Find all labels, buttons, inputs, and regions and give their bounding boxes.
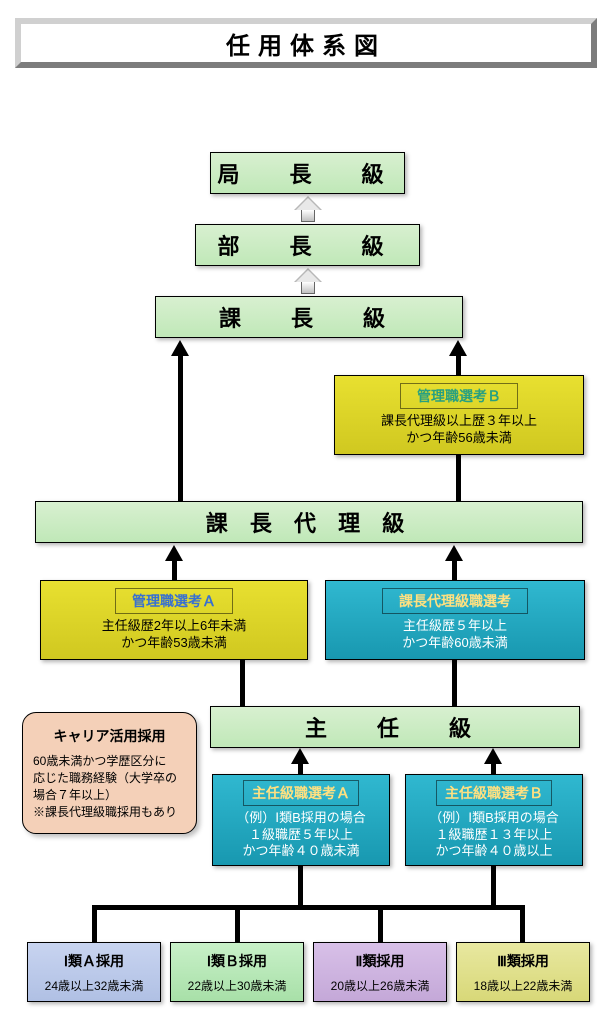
page-title: 任用体系図 xyxy=(15,18,597,68)
arrow-depexam-to-deputy-head xyxy=(445,545,463,561)
level-section: 課 長 級 xyxy=(155,296,463,338)
level-section-label: 課 長 級 xyxy=(219,301,399,333)
entry-1b-text: 22歳以上30歳未満 xyxy=(188,977,287,994)
bracket-drop-3 xyxy=(378,905,383,942)
arrow-section-to-dept xyxy=(294,268,322,294)
entry-1a-title: Ⅰ類Ａ採用 xyxy=(64,951,124,971)
bracket-horizontal xyxy=(92,905,524,910)
career-title: キャリア活用採用 xyxy=(54,726,166,746)
exam-chief-b: 主任級職選考Ｂ （例）Ⅰ類B採用の場合 １級職歴１３年以上 かつ年齢４０歳以上 xyxy=(405,774,583,866)
bracket-drop-1 xyxy=(92,905,97,942)
entry-2-text: 20歳以上26歳未満 xyxy=(331,977,430,994)
career-line3: 場合７年以上） xyxy=(33,786,117,803)
arrow-dept-to-bureau xyxy=(294,196,322,222)
exam-chief-a-line3: かつ年齢４０歳未満 xyxy=(242,843,359,860)
entry-type-1b: Ⅰ類Ｂ採用 22歳以上30歳未満 xyxy=(170,942,304,1002)
bracket-drop-4 xyxy=(520,905,525,942)
arrow-right-b-to-section xyxy=(456,354,461,375)
bracket-rise-a xyxy=(298,866,303,905)
bracket-drop-2 xyxy=(235,905,240,942)
arrow-a-to-deputy xyxy=(172,559,177,580)
exam-manager-a-line1: 主任級歴2年以上6年未満 xyxy=(102,618,246,635)
arrow-left-deputy-to-section xyxy=(178,354,183,501)
exam-chief-b-line3: かつ年齢４０歳以上 xyxy=(435,843,552,860)
career-line4: ※課長代理級職採用もあり xyxy=(33,803,177,820)
exam-deputy-line2: かつ年齢60歳未満 xyxy=(402,635,507,652)
entry-type-2: Ⅱ類採用 20歳以上26歳未満 xyxy=(313,942,447,1002)
exam-chief-a-line2: １級職歴５年以上 xyxy=(249,827,353,844)
entry-2-title: Ⅱ類採用 xyxy=(356,951,405,971)
entry-type-1a: Ⅰ類Ａ採用 24歳以上32歳未満 xyxy=(27,942,161,1002)
exam-deputy-title: 課長代理級職選考 xyxy=(382,588,528,614)
level-chief: 主 任 級 xyxy=(210,706,580,748)
exam-chief-b-title: 主任級職選考Ｂ xyxy=(436,780,552,806)
entry-1a-text: 24歳以上32歳未満 xyxy=(45,977,144,994)
exam-deputy: 課長代理級職選考 主任級歴５年以上 かつ年齢60歳未満 xyxy=(325,580,585,660)
exam-manager-b: 管理職選考Ｂ 課長代理級以上歴３年以上 かつ年齢56歳未満 xyxy=(334,375,584,455)
exam-chief-a-line1: （例）Ⅰ類B採用の場合 xyxy=(236,810,366,827)
exam-deputy-line1: 主任級歴５年以上 xyxy=(403,618,507,635)
career-line1: 60歳未満かつ学歴区分に xyxy=(33,752,166,769)
exam-chief-b-line2: １級職歴１３年以上 xyxy=(435,827,552,844)
title-text: 任用体系図 xyxy=(226,26,386,61)
exam-chief-b-line1: （例）Ⅰ類B採用の場合 xyxy=(429,810,559,827)
level-dept-label: 部 長 級 xyxy=(217,229,397,261)
arrow-left-deputy-to-section-head xyxy=(171,340,189,356)
arrow-ca-to-chief-head xyxy=(291,748,309,764)
entry-3-title: Ⅲ類採用 xyxy=(497,951,549,971)
arrow-chief-to-a xyxy=(240,660,245,706)
exam-manager-a-title: 管理職選考Ａ xyxy=(115,588,233,614)
exam-chief-a: 主任級職選考Ａ （例）Ⅰ類B採用の場合 １級職歴５年以上 かつ年齢４０歳未満 xyxy=(212,774,390,866)
arrow-right-b-to-section-head xyxy=(449,340,467,356)
exam-manager-b-line1: 課長代理級以上歴３年以上 xyxy=(381,413,537,430)
arrow-cb-to-chief-head xyxy=(484,748,502,764)
entry-3-text: 18歳以上22歳未満 xyxy=(474,977,573,994)
exam-manager-b-title: 管理職選考Ｂ xyxy=(400,383,518,409)
exam-manager-a-line2: かつ年齢53歳未満 xyxy=(121,635,226,652)
level-deputy-label: 課 長 代 理 級 xyxy=(206,506,412,538)
career-recruitment: キャリア活用採用 60歳未満かつ学歴区分に 応じた職務経験（大学卒の 場合７年以… xyxy=(22,712,197,834)
exam-manager-b-line2: かつ年齢56歳未満 xyxy=(406,430,511,447)
career-line2: 応じた職務経験（大学卒の xyxy=(33,769,177,786)
exam-manager-a: 管理職選考Ａ 主任級歴2年以上6年未満 かつ年齢53歳未満 xyxy=(40,580,308,660)
level-deputy: 課 長 代 理 級 xyxy=(35,501,583,543)
exam-chief-a-title: 主任級職選考Ａ xyxy=(243,780,359,806)
level-bureau: 局 長 級 xyxy=(210,152,405,194)
arrow-right-deputy-to-b xyxy=(456,455,461,501)
bracket-rise-b xyxy=(491,866,496,905)
arrow-chief-to-depexam xyxy=(452,660,457,706)
level-chief-label: 主 任 級 xyxy=(305,711,485,743)
entry-type-3: Ⅲ類採用 18歳以上22歳未満 xyxy=(456,942,590,1002)
entry-1b-title: Ⅰ類Ｂ採用 xyxy=(207,951,267,971)
arrow-a-to-deputy-head xyxy=(165,545,183,561)
level-dept: 部 長 級 xyxy=(195,224,420,266)
arrow-depexam-to-deputy xyxy=(452,559,457,580)
level-bureau-label: 局 長 級 xyxy=(217,157,397,189)
